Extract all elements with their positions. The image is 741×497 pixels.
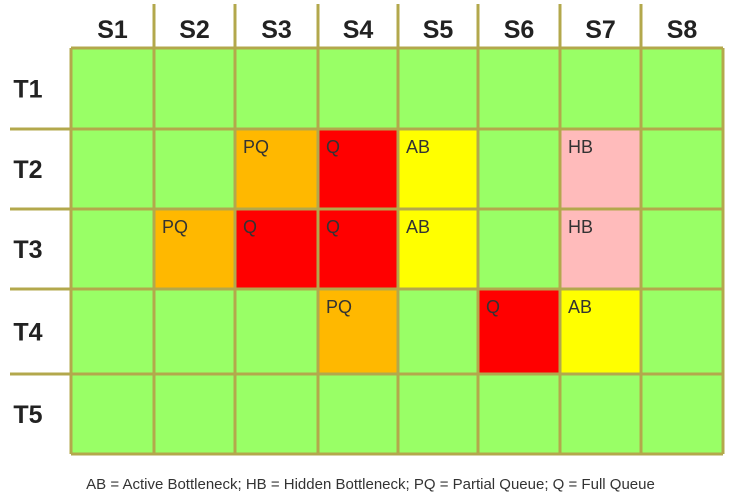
- column-header-s5: S5: [423, 16, 454, 44]
- cell-t3-s4: [318, 209, 398, 289]
- cell-t4-s7: [560, 289, 641, 374]
- cell-t4-s3: [235, 289, 318, 374]
- cell-t5-s1: [71, 374, 154, 454]
- cell-t2-s4: [318, 129, 398, 209]
- cell-t4-s5: [398, 289, 478, 374]
- cell-t1-s2: [154, 48, 235, 129]
- cell-t4-s8: [641, 289, 723, 374]
- cell-t3-s5: [398, 209, 478, 289]
- cell-t2-s8: [641, 129, 723, 209]
- legend-text: AB = Active Bottleneck; HB = Hidden Bott…: [86, 476, 655, 493]
- row-header-t1: T1: [13, 76, 42, 104]
- cell-t1-s1: [71, 48, 154, 129]
- grid-lines: [10, 4, 725, 456]
- cell-t3-s2: [154, 209, 235, 289]
- cell-status-label: Q: [326, 137, 340, 157]
- row-header-t2: T2: [13, 156, 42, 184]
- cell-status-label: Q: [326, 217, 340, 237]
- cell-t2-s3: [235, 129, 318, 209]
- cell-t4-s2: [154, 289, 235, 374]
- cell-t5-s7: [560, 374, 641, 454]
- cell-t4-s1: [71, 289, 154, 374]
- cell-t2-s6: [478, 129, 560, 209]
- cell-t5-s3: [235, 374, 318, 454]
- cell-t3-s7: [560, 209, 641, 289]
- cell-t4-s6: [478, 289, 560, 374]
- cell-t2-s7: [560, 129, 641, 209]
- grid-cells: PQ Q AB HB PQ Q Q AB HB PQ Q AB: [71, 48, 723, 454]
- cell-t5-s4: [318, 374, 398, 454]
- cell-t2-s5: [398, 129, 478, 209]
- cell-t1-s8: [641, 48, 723, 129]
- cell-t3-s6: [478, 209, 560, 289]
- cell-t1-s7: [560, 48, 641, 129]
- cell-t1-s4: [318, 48, 398, 129]
- cell-status-label: Q: [243, 217, 257, 237]
- cell-t3-s1: [71, 209, 154, 289]
- column-header-s8: S8: [667, 16, 698, 44]
- cell-t1-s5: [398, 48, 478, 129]
- column-header-s4: S4: [343, 16, 374, 44]
- column-header-s6: S6: [504, 16, 535, 44]
- cell-status-label: AB: [406, 217, 430, 237]
- column-header-s7: S7: [585, 16, 616, 44]
- cell-status-label: PQ: [162, 217, 188, 237]
- row-header-t5: T5: [13, 401, 42, 429]
- cell-t4-s4: [318, 289, 398, 374]
- cell-status-label: PQ: [326, 297, 352, 317]
- cell-t2-s2: [154, 129, 235, 209]
- cell-status-label: HB: [568, 217, 593, 237]
- cell-t3-s3: [235, 209, 318, 289]
- grid-headers: S1 S2 S3 S4 S5 S6 S7 S8 T1 T2 T3 T4 T5: [13, 16, 697, 429]
- cell-t5-s2: [154, 374, 235, 454]
- cell-t5-s5: [398, 374, 478, 454]
- row-header-t3: T3: [13, 236, 42, 264]
- cell-status-label: Q: [486, 297, 500, 317]
- cell-t2-s1: [71, 129, 154, 209]
- column-header-s1: S1: [97, 16, 128, 44]
- cell-status-label: PQ: [243, 137, 269, 157]
- cell-status-label: AB: [406, 137, 430, 157]
- cell-t1-s3: [235, 48, 318, 129]
- cell-t3-s8: [641, 209, 723, 289]
- cell-t5-s8: [641, 374, 723, 454]
- cell-status-label: AB: [568, 297, 592, 317]
- row-header-t4: T4: [13, 319, 42, 347]
- cell-t5-s6: [478, 374, 560, 454]
- column-header-s2: S2: [179, 16, 210, 44]
- cell-status-label: HB: [568, 137, 593, 157]
- cell-t1-s6: [478, 48, 560, 129]
- column-header-s3: S3: [261, 16, 292, 44]
